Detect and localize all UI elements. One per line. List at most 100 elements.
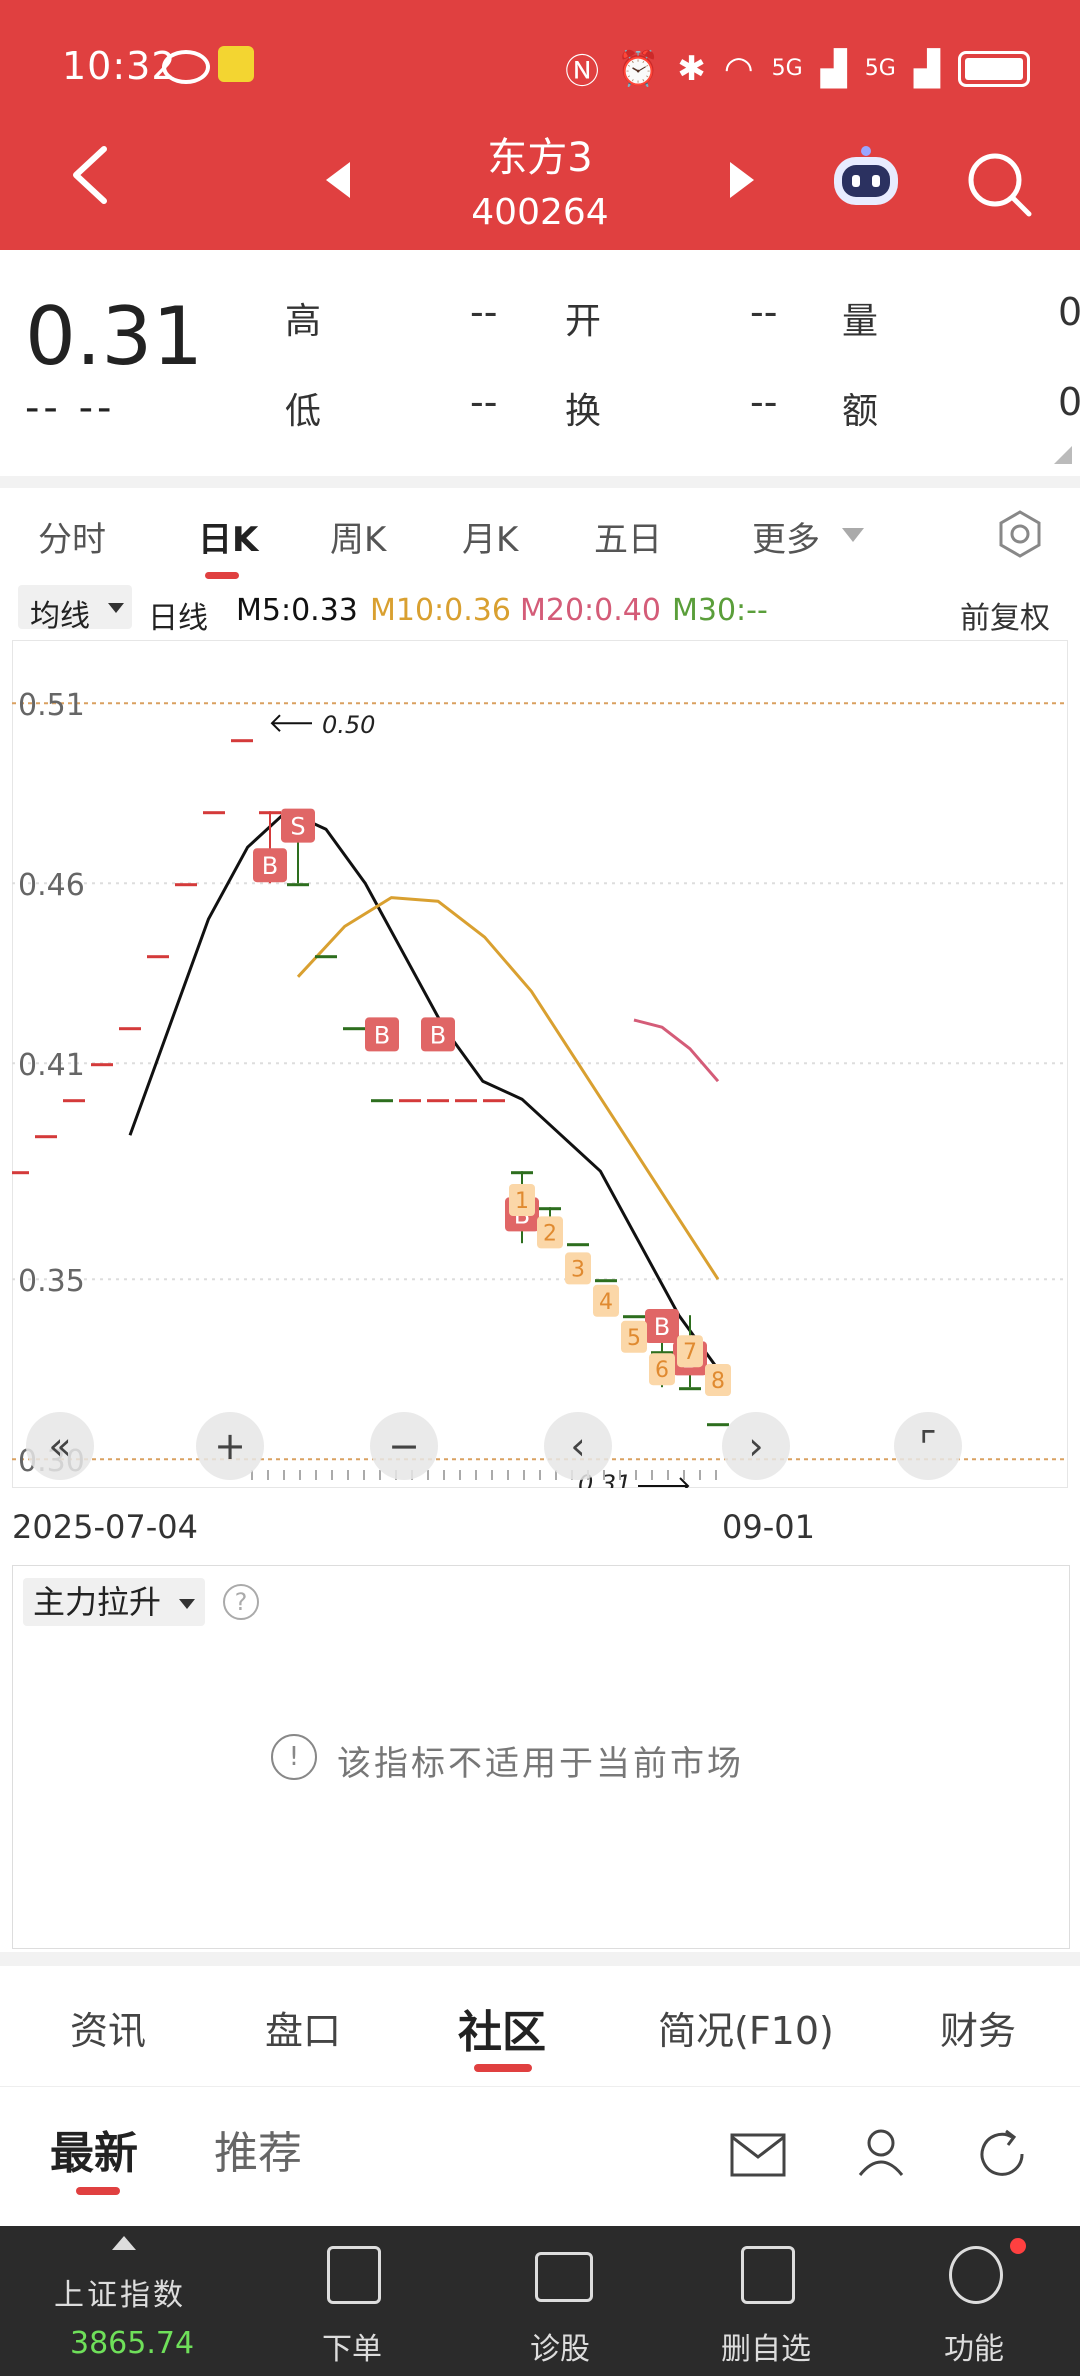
info-icon: ! bbox=[271, 1734, 317, 1780]
low-arrow-head bbox=[679, 1477, 690, 1488]
value-turnover: -- bbox=[750, 380, 778, 424]
top-header: 10:32 Ⓝ ⏰ ✱ ◠ 5G ▟ 5G ▟ 东方3 400264 bbox=[0, 0, 1080, 250]
tab-daily-k[interactable]: 日K bbox=[198, 520, 259, 560]
chevron-down-icon bbox=[842, 528, 864, 542]
nav-remove-watchlist[interactable]: 删自选 bbox=[676, 2226, 856, 2376]
candle bbox=[35, 1135, 57, 1139]
zoom-out-button[interactable]: − bbox=[370, 1412, 438, 1480]
minus-icon: − bbox=[388, 1424, 420, 1468]
chart-period: 日线 bbox=[148, 601, 208, 636]
ma5-value: M5:0.33 bbox=[236, 593, 358, 628]
battery-icon bbox=[958, 50, 1030, 87]
index-ticker[interactable]: 上证指数 3865.74 bbox=[36, 2226, 216, 2376]
signal-2-label: 5G bbox=[864, 56, 896, 81]
indicator-message: 该指标不适用于当前市场 bbox=[337, 1744, 744, 1784]
tab-five-day[interactable]: 五日 bbox=[594, 520, 662, 560]
count-marker bbox=[565, 1252, 591, 1285]
expand-corner-icon[interactable] bbox=[1054, 446, 1072, 464]
bottom-nav: 上证指数 3865.74 下单 诊股 删自选 功能 bbox=[0, 2226, 1080, 2376]
ai-robot-icon[interactable] bbox=[828, 145, 904, 211]
subtab-recommend[interactable]: 推荐 bbox=[214, 2128, 302, 2179]
value-volume: 0 bbox=[1058, 290, 1080, 334]
candle bbox=[203, 811, 225, 815]
tab-orderbook[interactable]: 盘口 bbox=[265, 2009, 342, 2053]
tab-more[interactable]: 更多 bbox=[752, 520, 820, 560]
tab-intraday[interactable]: 分时 bbox=[38, 520, 106, 560]
caret-up-icon bbox=[112, 2236, 136, 2250]
tab-weekly-k[interactable]: 周K bbox=[330, 520, 387, 560]
scroll-right-button[interactable]: › bbox=[722, 1412, 790, 1480]
settings-icon[interactable] bbox=[996, 510, 1044, 558]
candle bbox=[707, 1423, 729, 1427]
signal-marker-label: B bbox=[374, 1021, 390, 1049]
signal-marker-label: S bbox=[290, 813, 305, 841]
tab-profile-f10[interactable]: 简况(F10) bbox=[658, 2009, 834, 2053]
mail-icon[interactable] bbox=[730, 2133, 786, 2177]
candle bbox=[623, 1315, 645, 1319]
fullscreen-button[interactable]: ⌜ bbox=[894, 1412, 962, 1480]
user-icon[interactable] bbox=[856, 2127, 906, 2177]
tab-community[interactable]: 社区 bbox=[458, 2007, 546, 2058]
count-marker-label: 5 bbox=[627, 1326, 641, 1351]
nav-functions-label: 功能 bbox=[944, 2332, 1004, 2367]
app-notification-icon bbox=[218, 46, 254, 82]
community-subtabs: 最新 推荐 bbox=[0, 2086, 1080, 2225]
zoom-in-button[interactable]: + bbox=[196, 1412, 264, 1480]
adjust-mode[interactable]: 前复权 bbox=[960, 601, 1050, 636]
double-chevron-left-icon: « bbox=[48, 1424, 72, 1468]
back-arrow-icon[interactable] bbox=[70, 145, 110, 205]
ma-selector-label: 均线 bbox=[30, 599, 90, 634]
ma-line-m5 bbox=[128, 809, 720, 1371]
ma-line-m10 bbox=[296, 896, 720, 1281]
divider bbox=[0, 1952, 1080, 1966]
label-high: 高 bbox=[285, 301, 322, 342]
ma30-value: M30:-- bbox=[672, 593, 768, 628]
count-marker-label: 8 bbox=[711, 1369, 725, 1394]
status-icons: Ⓝ ⏰ ✱ ◠ 5G ▟ 5G ▟ bbox=[565, 44, 1030, 93]
candle bbox=[315, 955, 337, 959]
tab-news[interactable]: 资讯 bbox=[70, 2009, 147, 2053]
candle bbox=[231, 739, 253, 743]
signal-marker-label: B bbox=[430, 1021, 446, 1049]
tab-finance[interactable]: 财务 bbox=[940, 2009, 1017, 2053]
indicator-selector-label: 主力拉升 bbox=[33, 1583, 162, 1621]
high-annotation: 0.50 bbox=[322, 711, 375, 739]
value-high: -- bbox=[470, 290, 498, 334]
quote-panel: 0.31 -- -- 高 -- 开 -- 量 0 低 -- 换 -- 额 0 bbox=[0, 250, 1080, 480]
tab-monthly-k[interactable]: 月K bbox=[462, 520, 519, 560]
nav-order[interactable]: 下单 bbox=[262, 2226, 442, 2376]
nav-diagnose-label: 诊股 bbox=[530, 2332, 590, 2367]
label-amount: 额 bbox=[842, 391, 879, 432]
scroll-left-button[interactable]: ‹ bbox=[544, 1412, 612, 1480]
count-marker bbox=[649, 1353, 675, 1386]
candle bbox=[259, 811, 281, 815]
active-tab-indicator bbox=[205, 572, 239, 579]
count-marker bbox=[537, 1216, 563, 1249]
next-stock-icon[interactable] bbox=[730, 162, 754, 198]
candle bbox=[595, 1279, 617, 1283]
status-time: 10:32 bbox=[62, 44, 177, 88]
ma-selector[interactable]: 均线 bbox=[18, 585, 132, 634]
refresh-icon[interactable] bbox=[976, 2127, 1030, 2181]
nav-functions[interactable]: 功能 bbox=[884, 2226, 1064, 2376]
prev-stock-icon[interactable] bbox=[326, 162, 350, 198]
indicator-selector[interactable]: 主力拉升 bbox=[23, 1578, 206, 1626]
y-tick-label: 0.51 bbox=[18, 688, 85, 723]
period-tabs: 分时 日K 周K 月K 五日 更多 bbox=[0, 490, 1080, 580]
candle bbox=[679, 1387, 701, 1391]
count-marker-label: 6 bbox=[655, 1358, 669, 1383]
kline-chart[interactable]: 0.510.460.410.350.30 BSBBBBB12345678 0.5… bbox=[12, 640, 1068, 1488]
label-open: 开 bbox=[565, 301, 602, 342]
nav-diagnose[interactable]: 诊股 bbox=[470, 2226, 650, 2376]
value-amount: 0 bbox=[1058, 380, 1080, 424]
ma20-value: M20:0.40 bbox=[520, 593, 661, 628]
search-icon[interactable] bbox=[965, 150, 1035, 220]
chevron-down-icon bbox=[179, 1599, 196, 1609]
help-icon[interactable]: ? bbox=[223, 1584, 259, 1620]
scroll-start-button[interactable]: « bbox=[26, 1412, 94, 1480]
section-tabs: 资讯 盘口 社区 简况(F10) 财务 bbox=[0, 1968, 1080, 2084]
stock-code: 400264 bbox=[471, 192, 609, 233]
y-tick-label: 0.46 bbox=[18, 868, 85, 903]
ma-legend-row: 均线 日线 M5:0.33 M10:0.36 M20:0.40 M30:-- 前… bbox=[0, 585, 1080, 636]
subtab-latest[interactable]: 最新 bbox=[50, 2128, 138, 2179]
